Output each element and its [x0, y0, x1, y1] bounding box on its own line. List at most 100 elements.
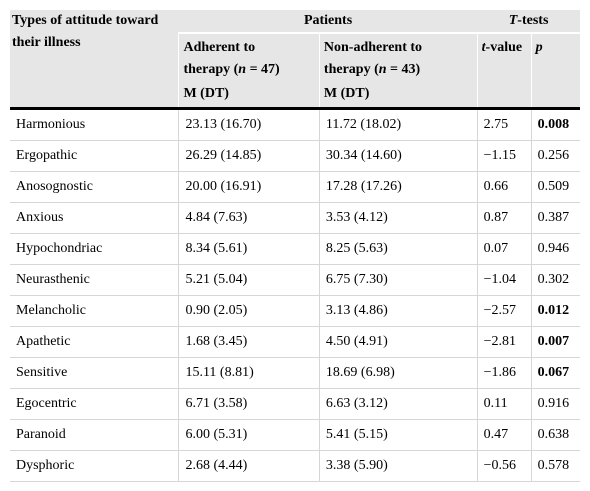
cell-nonadherent-mean-sd: 3.38 (5.90)	[318, 450, 478, 482]
table-row: Egocentric 6.71 (3.58) 6.63 (3.12) 0.11 0.91…	[10, 388, 580, 420]
cell-adherent-mean-sd: 15.11 (8.81)	[178, 357, 320, 389]
cell-nonadherent-mean-sd: 4.50 (4.91)	[318, 326, 478, 358]
cell-nonadherent-mean-sd: 6.75 (7.30)	[318, 264, 478, 296]
table-row: Paranoid 6.00 (5.31) 5.41 (5.15) 0.47 0.638	[10, 419, 580, 451]
table-row: Apathetic 1.68 (3.45) 4.50 (4.91) −2.81 0.00…	[10, 326, 580, 358]
cell-t-value: −2.81	[476, 326, 532, 358]
table-row: Sensitive 15.11 (8.81) 18.69 (6.98) −1.86 0.…	[10, 357, 580, 389]
cell-p-value: 0.256	[530, 140, 580, 172]
cell-nonadherent-mean-sd: 8.25 (5.63)	[318, 233, 478, 265]
table-body: Harmonious 23.13 (16.70) 11.72 (18.02) 2.75…	[10, 108, 580, 482]
header-nonadherent-count: = 43)	[386, 62, 421, 77]
cell-t-value: 0.66	[476, 171, 532, 203]
header-adherent-count: = 47)	[246, 62, 280, 77]
cell-p-value: 0.578	[530, 450, 580, 482]
table-row: Dysphoric 2.68 (4.44) 3.38 (5.90) −0.56 0.57…	[10, 450, 580, 482]
table-row: Harmonious 23.13 (16.70) 11.72 (18.02) 2.75…	[10, 108, 580, 141]
cell-t-value: −0.56	[476, 450, 532, 482]
cell-p-value: 0.509	[530, 171, 580, 203]
header-ttests-rest: -tests	[517, 13, 549, 28]
header-adherent-stat: M (DT)	[183, 86, 229, 101]
cell-attitude-type: Neurasthenic	[10, 264, 179, 296]
cell-attitude-type: Dysphoric	[10, 450, 179, 482]
cell-adherent-mean-sd: 6.71 (3.58)	[178, 388, 320, 420]
results-table-container: Types of attitude toward their illness P…	[10, 10, 580, 482]
table-row: Neurasthenic 5.21 (5.04) 6.75 (7.30) −1.04 0…	[10, 264, 580, 296]
table-header: Types of attitude toward their illness P…	[10, 10, 580, 110]
cell-adherent-mean-sd: 4.84 (7.63)	[178, 202, 320, 234]
cell-p-value: 0.067	[530, 357, 580, 389]
header-p: p	[530, 33, 580, 110]
cell-t-value: −1.15	[476, 140, 532, 172]
header-row-top: Types of attitude toward their illness P…	[10, 10, 580, 110]
header-tvalue-rest: -value	[485, 40, 523, 55]
header-nonadherent-n: n	[378, 62, 387, 77]
header-attitude-type: Types of attitude toward their illness	[10, 10, 179, 110]
header-adherent-line2: therapy (n = 47)	[183, 59, 314, 83]
cell-attitude-type: Paranoid	[10, 419, 179, 451]
cell-p-value: 0.387	[530, 202, 580, 234]
cell-p-value: 0.012	[530, 295, 580, 327]
table-row: Hypochondriac 8.34 (5.61) 8.25 (5.63) 0.07 0…	[10, 233, 580, 265]
cell-adherent-mean-sd: 2.68 (4.44)	[178, 450, 320, 482]
cell-t-value: 0.07	[476, 233, 532, 265]
cell-t-value: −1.04	[476, 264, 532, 296]
header-row-sub: Adherent to therapy (n = 47) M (DT) Non-…	[10, 33, 580, 110]
cell-nonadherent-mean-sd: 5.41 (5.15)	[318, 419, 478, 451]
header-nonadherent-stat: M (DT)	[323, 86, 370, 101]
cell-t-value: 2.75	[476, 108, 532, 141]
cell-t-value: 0.11	[476, 388, 532, 420]
header-tvalue: t-value	[476, 33, 532, 110]
header-ttests-italic: T	[508, 13, 518, 28]
cell-attitude-type: Anxious	[10, 202, 179, 234]
header-nonadherent: Non-adherent to therapy (n = 43) M (DT)	[318, 33, 478, 110]
header-attitude-line2: their illness	[12, 35, 81, 50]
cell-t-value: 0.47	[476, 419, 532, 451]
cell-attitude-type: Melancholic	[10, 295, 179, 327]
cell-t-value: −1.86	[476, 357, 532, 389]
header-patients: Patients	[178, 10, 478, 34]
header-adherent-therapy: therapy (	[183, 62, 239, 77]
cell-attitude-type: Apathetic	[10, 326, 179, 358]
cell-adherent-mean-sd: 20.00 (16.91)	[178, 171, 320, 203]
cell-nonadherent-mean-sd: 17.28 (17.26)	[318, 171, 478, 203]
cell-adherent-mean-sd: 23.13 (16.70)	[178, 108, 320, 141]
header-ttests: T-tests	[477, 10, 580, 34]
table-row: Anxious 4.84 (7.63) 3.53 (4.12) 0.87 0.387	[10, 202, 580, 234]
header-p-label: p	[535, 40, 543, 55]
cell-attitude-type: Ergopathic	[10, 140, 179, 172]
header-adherent-n: n	[238, 62, 247, 77]
cell-p-value: 0.302	[530, 264, 580, 296]
cell-attitude-type: Anosognostic	[10, 171, 179, 203]
table-row: Melancholic 0.90 (2.05) 3.13 (4.86) −2.57 0.…	[10, 295, 580, 327]
cell-nonadherent-mean-sd: 3.13 (4.86)	[318, 295, 478, 327]
cell-t-value: 0.87	[476, 202, 532, 234]
cell-adherent-mean-sd: 5.21 (5.04)	[178, 264, 320, 296]
cell-p-value: 0.008	[530, 108, 580, 141]
header-nonadherent-line2: therapy (n = 43)	[324, 59, 473, 83]
cell-p-value: 0.638	[530, 419, 580, 451]
cell-nonadherent-mean-sd: 18.69 (6.98)	[318, 357, 478, 389]
cell-adherent-mean-sd: 26.29 (14.85)	[178, 140, 320, 172]
table-row: Ergopathic 26.29 (14.85) 30.34 (14.60) −1.1…	[10, 140, 580, 172]
cell-t-value: −2.57	[476, 295, 532, 327]
cell-attitude-type: Sensitive	[10, 357, 179, 389]
header-nonadherent-line1: Non-adherent to	[323, 40, 423, 55]
cell-adherent-mean-sd: 8.34 (5.61)	[178, 233, 320, 265]
cell-adherent-mean-sd: 1.68 (3.45)	[178, 326, 320, 358]
header-adherent-line1: Adherent to	[183, 40, 256, 55]
cell-nonadherent-mean-sd: 3.53 (4.12)	[318, 202, 478, 234]
cell-p-value: 0.916	[530, 388, 580, 420]
header-attitude-line1: Types of attitude toward	[12, 13, 159, 28]
cell-attitude-type: Egocentric	[10, 388, 179, 420]
attitude-ttest-table: Types of attitude toward their illness P…	[10, 10, 580, 482]
cell-nonadherent-mean-sd: 11.72 (18.02)	[318, 108, 478, 141]
cell-nonadherent-mean-sd: 30.34 (14.60)	[318, 140, 478, 172]
cell-nonadherent-mean-sd: 6.63 (3.12)	[318, 388, 478, 420]
header-adherent: Adherent to therapy (n = 47) M (DT)	[178, 33, 320, 110]
cell-p-value: 0.007	[530, 326, 580, 358]
header-nonadherent-therapy: therapy (	[323, 62, 379, 77]
header-tvalue-italic: t	[481, 40, 486, 55]
cell-attitude-type: Hypochondriac	[10, 233, 179, 265]
cell-attitude-type: Harmonious	[10, 108, 179, 141]
